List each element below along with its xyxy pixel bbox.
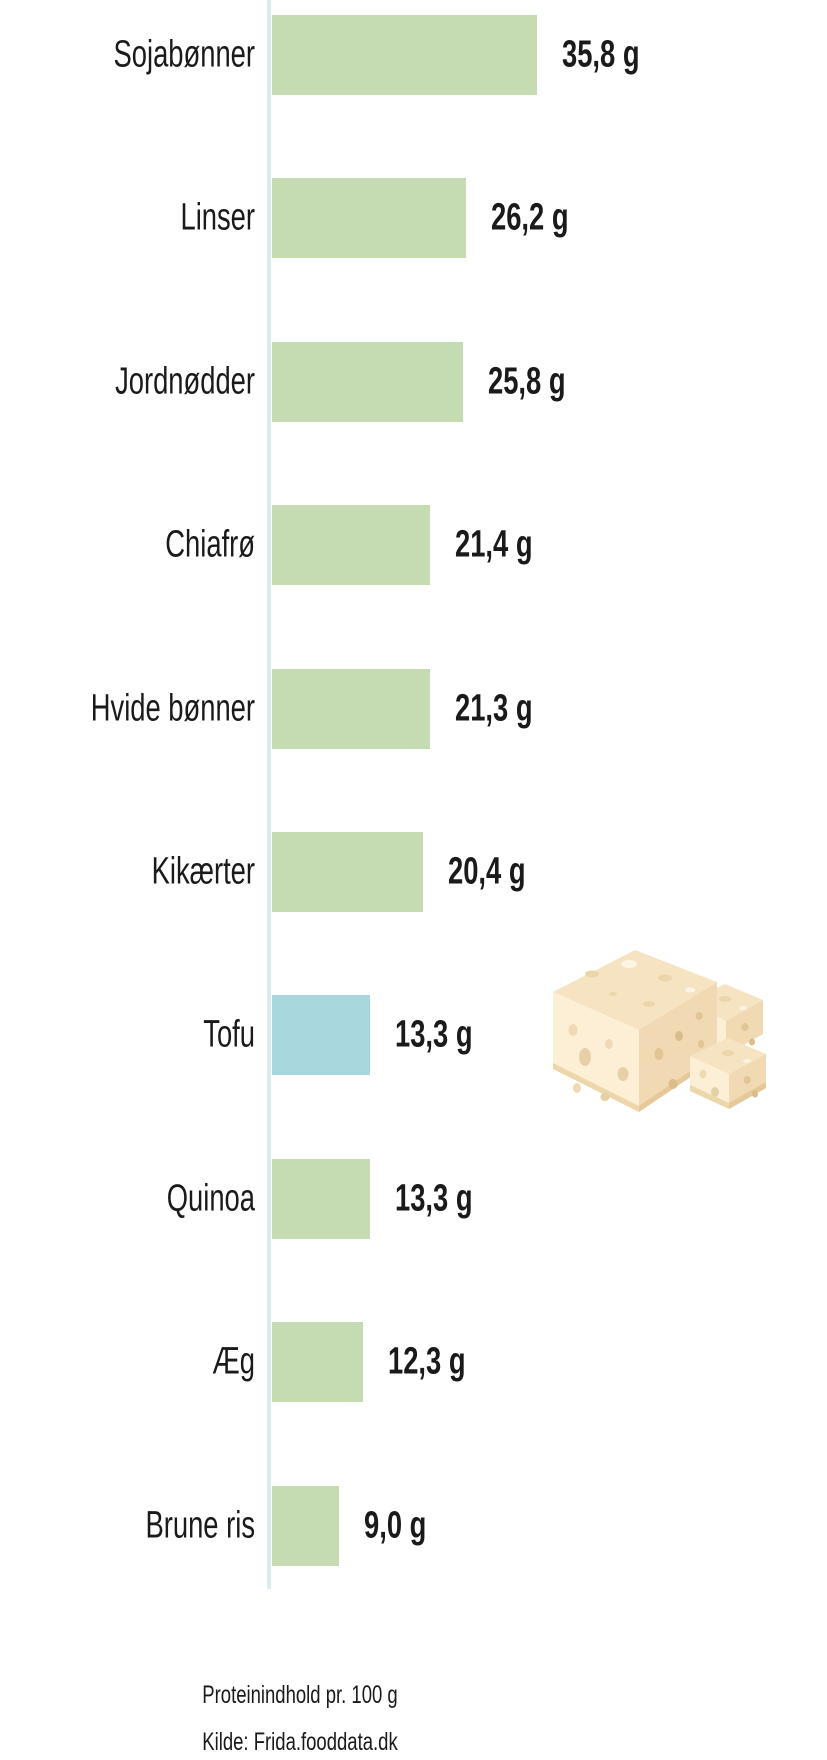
value-label: 12,3 g	[388, 1340, 466, 1383]
bar	[272, 668, 430, 749]
chart-row: Kikærter 20,4 g	[0, 832, 827, 912]
chart-row: Linser 26,2 g	[0, 178, 827, 259]
category-label: Linser	[180, 196, 255, 239]
value-label: 26,2 g	[491, 196, 569, 239]
axis-baseline	[267, 0, 271, 1589]
bar-highlighted	[272, 995, 370, 1076]
value-label: 35,8 g	[562, 33, 640, 76]
bar	[272, 505, 430, 586]
chart-row: Jordnødder 25,8 g	[0, 341, 827, 422]
category-label: Quinoa	[166, 1177, 255, 1220]
category-label: Kikærter	[151, 850, 255, 893]
chart-row: Sojabønner 35,8 g	[0, 15, 827, 95]
bar	[272, 178, 466, 259]
bar	[272, 1158, 370, 1239]
value-label: 20,4 g	[448, 850, 526, 893]
value-label: 13,3 g	[395, 1013, 473, 1056]
category-label: Hvide bønner	[90, 687, 255, 730]
tofu-small-cube-front	[690, 1038, 766, 1109]
category-label: Æg	[212, 1340, 255, 1383]
chart-row: Chiafrø 21,4 g	[0, 505, 827, 586]
bar	[272, 1322, 363, 1403]
bar	[272, 341, 463, 422]
category-label: Jordnødder	[115, 360, 255, 403]
chart-row: Brune ris 9,0 g	[0, 1485, 827, 1566]
chart-row: Quinoa 13,3 g	[0, 1158, 827, 1239]
category-label: Chiafrø	[165, 523, 255, 566]
chart-row: Hvide bønner 21,3 g	[0, 668, 827, 749]
value-label: 9,0 g	[364, 1504, 427, 1547]
chart-title: Proteinindhold pr. 100 g	[202, 1681, 398, 1709]
category-label: Brune ris	[145, 1504, 255, 1547]
value-label: 25,8 g	[488, 360, 566, 403]
bar	[272, 1485, 339, 1566]
value-label: 21,4 g	[455, 523, 533, 566]
value-label: 13,3 g	[395, 1177, 473, 1220]
category-label: Sojabønner	[113, 33, 255, 76]
bar	[272, 15, 537, 95]
chart-row: Tofu 13,3 g	[0, 995, 827, 1076]
value-label: 21,3 g	[455, 687, 533, 730]
chart-row: Æg 12,3 g	[0, 1322, 827, 1403]
category-label: Tofu	[203, 1013, 255, 1056]
chart-source: Kilde: Frida.fooddata.dk	[202, 1728, 398, 1756]
tofu-illustration	[553, 950, 766, 1112]
bar	[272, 832, 423, 912]
chart-footer: Proteinindhold pr. 100 g Kilde: Frida.fo…	[78, 1672, 522, 1760]
